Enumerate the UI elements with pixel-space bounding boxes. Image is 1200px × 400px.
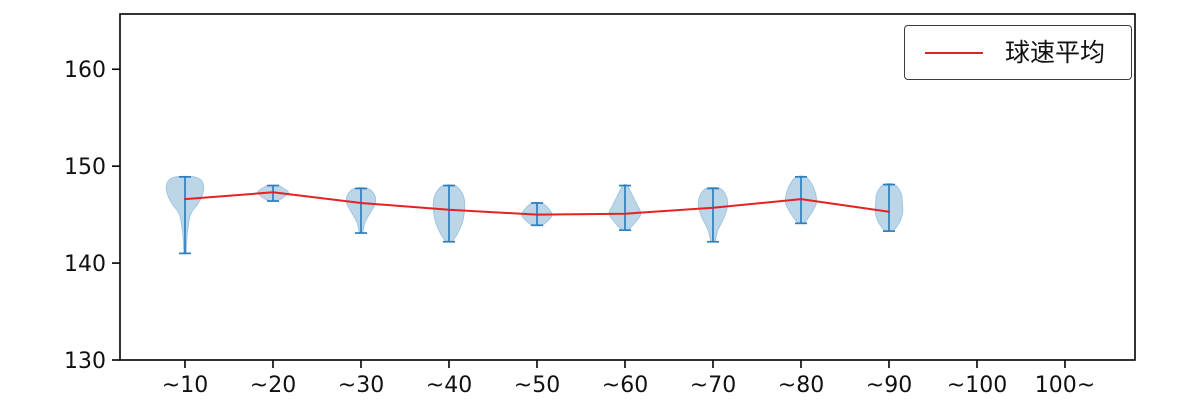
y-tick-label: 160 [64, 58, 106, 83]
x-tick-label: ~40 [426, 373, 472, 398]
y-tick-label: 140 [64, 252, 106, 277]
x-tick-label: ~70 [690, 373, 736, 398]
x-tick-label: ~100 [947, 373, 1007, 398]
legend: 球速平均 [903, 25, 1132, 80]
axes-frame [119, 13, 1136, 361]
x-tick-label: ~60 [602, 373, 648, 398]
x-tick-label: ~50 [514, 373, 560, 398]
x-tick-label: ~90 [866, 373, 912, 398]
y-tick-label: 130 [64, 349, 106, 374]
x-tick-label: ~20 [250, 373, 296, 398]
y-tick-label: 150 [64, 155, 106, 180]
mean-speed-line [184, 191, 890, 216]
x-tick-label: 100~ [1035, 373, 1095, 398]
x-tick-label: ~10 [162, 373, 208, 398]
x-tick-label: ~30 [338, 373, 384, 398]
legend-line-sample [924, 51, 983, 54]
legend-label: 球速平均 [1004, 38, 1105, 67]
x-tick-label: ~80 [778, 373, 824, 398]
